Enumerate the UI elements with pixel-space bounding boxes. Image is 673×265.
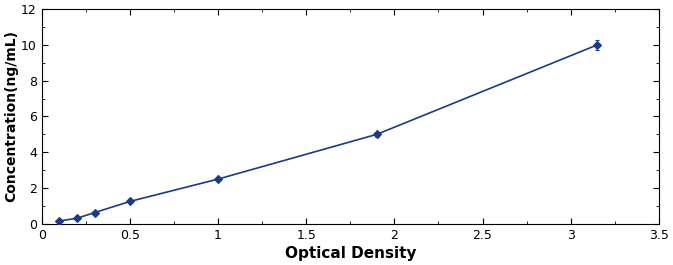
Y-axis label: Concentration(ng/mL): Concentration(ng/mL) [4,30,18,202]
X-axis label: Optical Density: Optical Density [285,246,416,261]
